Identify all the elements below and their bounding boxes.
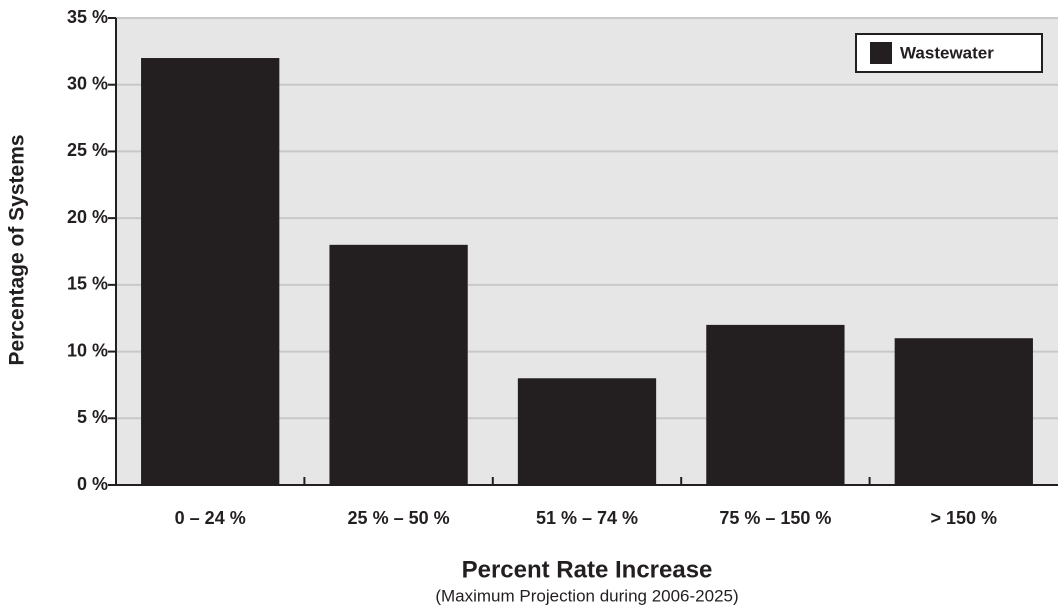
- bar: [517, 378, 657, 485]
- y-axis-title: Percentage of Systems: [6, 134, 29, 365]
- y-tick-label: 10 %: [67, 340, 108, 360]
- y-tick-label: 0 %: [77, 474, 108, 494]
- x-tick-label: 25 % – 50 %: [348, 508, 450, 528]
- y-tick-label: 35 %: [67, 7, 108, 27]
- x-tick-label: 51 % – 74 %: [536, 508, 638, 528]
- bar: [329, 244, 468, 485]
- bar: [141, 58, 280, 486]
- x-tick-label: > 150 %: [931, 508, 998, 528]
- y-tick-label: 25 %: [67, 140, 108, 160]
- y-tick-label: 5 %: [77, 407, 108, 427]
- y-tick-label: 20 %: [67, 207, 108, 227]
- legend-label: Wastewater: [900, 43, 994, 62]
- x-axis-title: Percent Rate Increase: [462, 556, 713, 583]
- x-axis-note: (Maximum Projection during 2006-2025): [435, 586, 738, 605]
- x-tick-label: 0 – 24 %: [175, 508, 246, 528]
- bar: [894, 338, 1033, 485]
- x-tick-label: 75 % – 150 %: [719, 508, 831, 528]
- legend-swatch: [870, 42, 892, 64]
- y-tick-label: 30 %: [67, 73, 108, 93]
- y-tick-label: 15 %: [67, 274, 108, 294]
- bar: [706, 324, 845, 485]
